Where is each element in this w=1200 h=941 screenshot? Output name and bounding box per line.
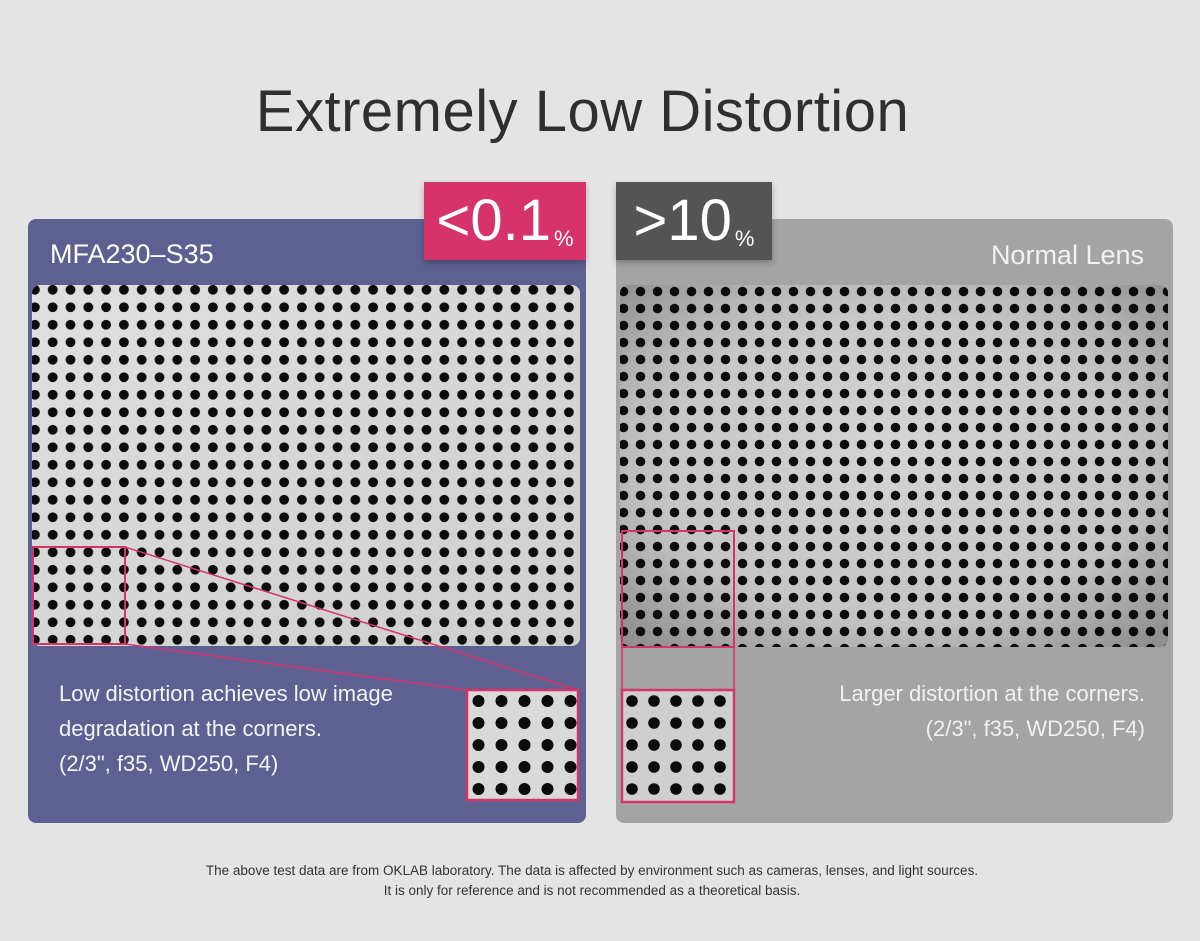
- disclaimer-line: It is only for reference and is not reco…: [383, 883, 801, 898]
- mfa-lens-label: MFA230–S35: [50, 239, 214, 269]
- right-corner-zoom: [620, 530, 736, 804]
- normal-desc-line: (2/3", f35, WD250, F4): [925, 716, 1145, 741]
- left-corner-zoom: [32, 546, 580, 802]
- high-distortion-value: >10: [633, 188, 732, 253]
- normal-lens-label: Normal Lens: [990, 240, 1144, 270]
- low-distortion-test-image: [32, 285, 580, 646]
- high-distortion-unit: %: [734, 226, 755, 251]
- low-distortion-value: <0.1: [436, 188, 551, 253]
- normal-desc-line: Larger distortion at the corners.: [839, 681, 1145, 706]
- mfa-desc-line: (2/3", f35, WD250, F4): [59, 751, 279, 776]
- high-distortion-test-image: [620, 285, 1168, 647]
- low-distortion-badge: <0.1%: [424, 182, 586, 260]
- mfa-lens-description: Low distortion achieves low image degrad…: [59, 676, 393, 781]
- disclaimer: The above test data are from OKLAB labor…: [0, 861, 1184, 901]
- page-title: Extremely Low Distortion: [255, 79, 910, 144]
- mfa-desc-line: degradation at the corners.: [59, 716, 322, 741]
- low-distortion-unit: %: [553, 226, 574, 251]
- disclaimer-line: The above test data are from OKLAB labor…: [205, 863, 979, 878]
- normal-lens-description: Larger distortion at the corners. (2/3",…: [839, 676, 1145, 746]
- high-distortion-badge: >10%: [616, 182, 772, 260]
- mfa-desc-line: Low distortion achieves low image: [59, 681, 393, 706]
